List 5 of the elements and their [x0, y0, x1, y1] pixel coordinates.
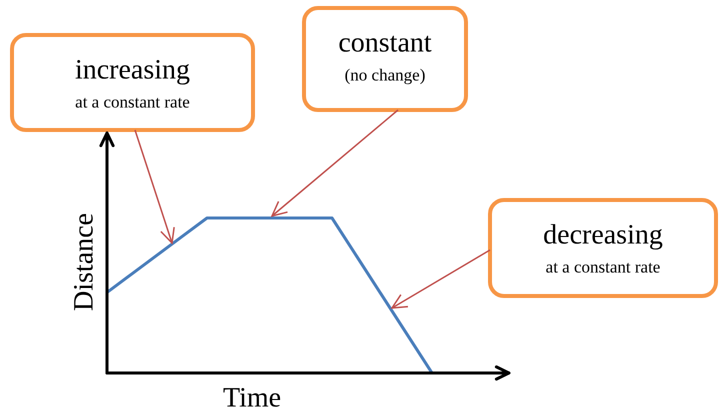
text: constant (no change) — [338, 27, 432, 84]
y-axis-title: Distance — [68, 213, 100, 311]
text: decreasing at a constant rate — [543, 219, 663, 276]
x-axis-title: Time — [222, 382, 282, 411]
text: increasing at a constant rate — [74, 54, 190, 112]
